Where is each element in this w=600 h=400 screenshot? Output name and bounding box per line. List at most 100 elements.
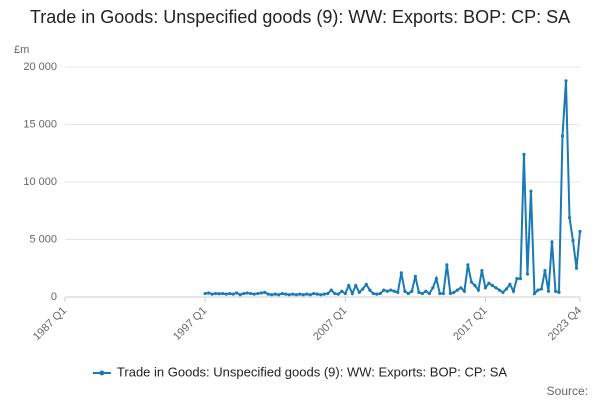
point	[459, 286, 463, 290]
point	[406, 291, 410, 296]
point	[319, 293, 323, 297]
point	[567, 216, 572, 220]
point	[238, 293, 242, 297]
point	[242, 291, 246, 296]
point	[340, 289, 344, 293]
x-tick-label: 2023 Q4	[546, 305, 584, 343]
point	[287, 293, 291, 297]
point	[420, 291, 424, 296]
point	[532, 291, 537, 296]
point	[553, 289, 558, 293]
point	[214, 291, 218, 296]
point	[221, 291, 225, 296]
point	[389, 288, 393, 292]
point	[494, 286, 498, 290]
point	[476, 288, 481, 292]
point	[438, 291, 442, 296]
point	[364, 282, 368, 286]
point	[424, 289, 428, 293]
y-tick-label: 5 000	[29, 233, 57, 245]
x-tick-label: 1987 Q1	[31, 305, 69, 343]
point	[546, 289, 551, 293]
point	[256, 291, 260, 296]
point	[298, 292, 302, 296]
point	[326, 291, 330, 296]
point	[273, 292, 277, 296]
point	[207, 291, 211, 295]
point	[270, 293, 274, 297]
point	[203, 291, 207, 296]
point	[511, 289, 516, 293]
point	[224, 292, 228, 296]
point	[469, 280, 473, 284]
point	[315, 292, 319, 296]
point	[487, 281, 491, 285]
point	[336, 292, 340, 296]
point	[574, 266, 579, 270]
point	[333, 291, 337, 296]
point	[434, 277, 438, 281]
point	[427, 291, 431, 296]
point	[368, 288, 372, 292]
point	[441, 291, 445, 296]
y-tick-label: 20 000	[23, 61, 57, 73]
point	[277, 293, 281, 297]
point	[466, 263, 470, 267]
point	[357, 290, 361, 294]
point	[361, 287, 365, 291]
point	[413, 274, 417, 278]
point	[347, 283, 351, 288]
x-tick-label: 2017 Q1	[451, 305, 489, 343]
point	[522, 152, 526, 156]
point	[378, 291, 382, 296]
point	[403, 289, 407, 293]
point	[259, 291, 263, 295]
point	[539, 287, 544, 291]
chart-title: Trade in Goods: Unspecified goods (9): W…	[29, 7, 571, 27]
y-unit: £m	[14, 44, 29, 56]
x-tick-label: 2007 Q1	[311, 305, 349, 343]
point	[228, 291, 232, 296]
point	[350, 291, 354, 296]
point	[322, 292, 326, 296]
point	[263, 290, 267, 294]
point	[284, 292, 288, 296]
point	[231, 292, 235, 296]
point	[343, 291, 347, 296]
point	[504, 287, 509, 291]
point	[455, 288, 459, 292]
point	[518, 277, 523, 281]
point	[249, 291, 253, 296]
point	[252, 292, 256, 296]
point	[392, 289, 396, 293]
point	[571, 239, 575, 243]
point	[462, 289, 466, 293]
point	[382, 288, 386, 292]
point	[294, 293, 298, 297]
point	[431, 286, 435, 290]
point	[385, 289, 389, 293]
point	[280, 291, 284, 296]
y-tick-label: 0	[51, 291, 57, 303]
point	[417, 290, 421, 294]
legend-label: Trade in Goods: Unspecified goods (9): W…	[117, 364, 507, 379]
point	[529, 189, 533, 193]
point	[308, 293, 312, 297]
point	[354, 283, 358, 288]
point	[536, 288, 540, 292]
point	[266, 292, 270, 296]
point	[483, 286, 488, 290]
point	[473, 283, 477, 288]
point	[235, 291, 239, 295]
series-line	[204, 80, 581, 297]
x-tick-label: 1997 Q1	[171, 305, 209, 343]
point	[448, 291, 452, 296]
point	[445, 263, 449, 267]
point	[578, 229, 582, 234]
point	[329, 288, 333, 292]
point	[301, 293, 305, 297]
y-tick-label: 10 000	[23, 176, 57, 188]
point	[501, 290, 505, 294]
